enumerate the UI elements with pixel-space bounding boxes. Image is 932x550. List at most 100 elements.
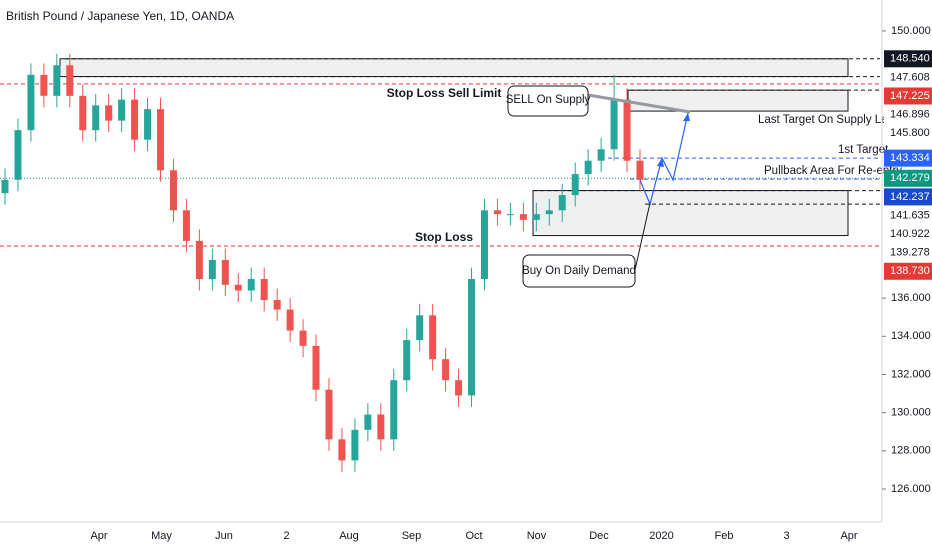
price-tag-label: 142.237 — [890, 191, 930, 203]
candle-body — [506, 214, 514, 216]
annotation: SELL On Supply — [506, 94, 591, 106]
callout-box — [507, 85, 589, 117]
annotation: Buy On Daily Demand — [522, 265, 636, 277]
callout-pointer — [634, 202, 651, 271]
candle-body — [286, 309, 294, 331]
x-tick-label: Jun — [215, 530, 233, 542]
candle-body — [493, 210, 501, 215]
arrow-head — [683, 113, 690, 121]
candle-body — [416, 315, 424, 341]
price-tag — [884, 149, 932, 167]
candle-body — [597, 149, 605, 161]
annotation: Stop Loss Sell Limit — [387, 86, 502, 100]
x-tick-label: Dec — [589, 530, 609, 542]
zone — [532, 190, 849, 237]
y-tick-label: 132.000 — [891, 368, 931, 380]
callout-pointer — [587, 93, 691, 114]
candle-body — [558, 195, 566, 211]
x-tick-label: Aug — [339, 530, 359, 542]
candle-body — [351, 429, 359, 461]
candle-body — [182, 210, 190, 241]
price-tag — [884, 169, 932, 187]
candle-body — [1, 179, 9, 194]
callout-box — [522, 254, 636, 288]
y-tick-label: 134.000 — [891, 330, 931, 342]
candle-body — [455, 380, 463, 396]
price-tag-label: 147.225 — [890, 90, 930, 102]
candle-body — [377, 414, 385, 440]
candle-body — [221, 259, 229, 285]
candle-body — [364, 414, 372, 430]
chart-title: British Pound / Japanese Yen, 1D, OANDA — [6, 9, 234, 23]
candle-body — [480, 210, 488, 280]
candle-body — [66, 65, 74, 96]
price-tag — [884, 68, 932, 86]
candle-body — [325, 389, 333, 440]
candle-body — [27, 74, 35, 131]
annotation: Pullback Area For Re-entry — [764, 165, 902, 177]
candle-body — [338, 439, 346, 461]
price-tag — [884, 262, 932, 280]
price-tag-label: 140.922 — [890, 228, 930, 240]
candle-body — [169, 170, 177, 211]
price-tag-label: 148.540 — [890, 53, 930, 65]
price-tag — [884, 124, 932, 142]
candle-body — [195, 240, 203, 280]
candle-body — [14, 130, 22, 180]
x-tick-label: Nov — [527, 530, 547, 542]
y-tick-label: 128.000 — [891, 445, 931, 457]
candle-body — [429, 315, 437, 360]
candle-body — [79, 95, 87, 131]
candle-body — [468, 279, 476, 396]
candle-body — [571, 174, 579, 196]
candle-body — [519, 214, 527, 220]
candle-body — [623, 99, 631, 161]
price-tag-label: 146.896 — [890, 108, 930, 120]
candle-body — [105, 105, 113, 121]
y-tick-label: 136.000 — [891, 292, 931, 304]
candle-body — [273, 300, 281, 310]
zones — [59, 58, 849, 237]
candle-body — [299, 330, 307, 346]
price-tag — [884, 87, 932, 105]
candle-body — [208, 259, 216, 280]
candle-body — [584, 160, 592, 175]
price-tag-label: 138.730 — [890, 265, 930, 277]
price-tag — [884, 188, 932, 206]
candle-body — [403, 340, 411, 381]
annotation: Stop Loss — [415, 230, 473, 244]
candles — [1, 53, 644, 472]
y-tick-label: 130.000 — [891, 407, 931, 419]
candle-body — [118, 99, 126, 121]
levels — [0, 58, 880, 247]
candle-body — [260, 279, 268, 301]
price-tag-label: 147.608 — [890, 71, 930, 83]
x-tick-label: Sep — [402, 530, 422, 542]
price-tag-label: 141.635 — [890, 209, 930, 221]
candle-body — [40, 74, 48, 96]
y-tick-label: 126.000 — [891, 483, 931, 495]
candle-body — [234, 284, 242, 291]
arrow-head — [657, 158, 664, 167]
price-tag — [884, 106, 932, 124]
x-tick-label: Apr — [90, 530, 107, 542]
price-tag-label: 145.800 — [890, 127, 930, 139]
candle-body — [532, 214, 540, 220]
candle-body — [545, 210, 553, 215]
candle-body — [92, 105, 100, 131]
price-tag — [884, 50, 932, 68]
candle-body — [390, 380, 398, 440]
price-tag-label: 142.279 — [890, 172, 930, 184]
x-tick-label: 3 — [783, 530, 789, 542]
candle-body — [157, 109, 165, 171]
price-tag — [884, 206, 932, 224]
zone — [59, 58, 849, 78]
price-tag-label: 143.334 — [890, 152, 930, 164]
candle-body — [636, 160, 644, 180]
candle-body — [312, 345, 320, 390]
candle-body — [144, 109, 152, 140]
annotation: Last Target On Supply Level — [758, 114, 902, 126]
candle-body — [610, 99, 618, 150]
